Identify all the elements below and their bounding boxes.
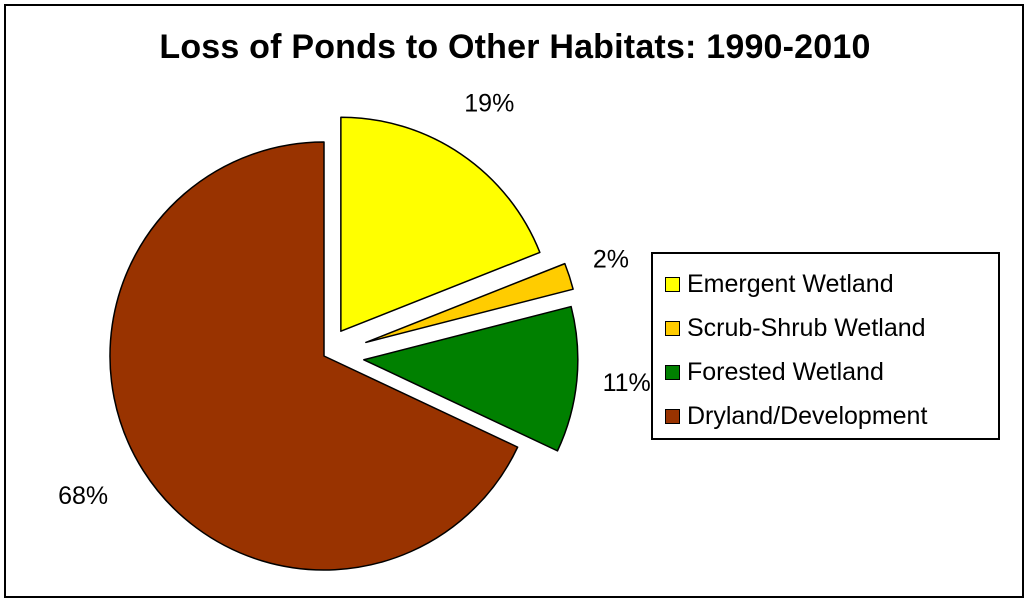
data-label-scrub-shrub-wetland: 2%	[593, 245, 629, 273]
data-label-dryland-development: 68%	[58, 482, 108, 510]
data-label-emergent-wetland: 19%	[464, 89, 514, 117]
legend-swatch-dryland-development	[665, 408, 680, 424]
pie-slice-dryland-development	[109, 141, 519, 571]
legend-item-dryland-development: Dryland/Development	[653, 394, 998, 438]
pie-slice-forested-wetland	[363, 305, 579, 452]
data-label-forested-wetland: 11%	[603, 369, 651, 397]
pie-slice-scrub-shrub-wetland	[365, 262, 574, 344]
legend-item-emergent-wetland: Emergent Wetland	[653, 262, 998, 306]
chart-title: Loss of Ponds to Other Habitats: 1990-20…	[159, 28, 871, 66]
legend-swatch-emergent-wetland	[665, 276, 680, 292]
legend-item-scrub-shrub-wetland: Scrub-Shrub Wetland	[653, 306, 998, 350]
legend-label-forested-wetland: Forested Wetland	[687, 357, 884, 386]
legend-label-scrub-shrub-wetland: Scrub-Shrub Wetland	[687, 313, 926, 342]
chart-legend: Emergent Wetland Scrub-Shrub Wetland For…	[651, 252, 1000, 440]
legend-label-dryland-development: Dryland/Development	[687, 401, 928, 430]
legend-swatch-forested-wetland	[665, 364, 680, 380]
pie-slice-emergent-wetland	[340, 116, 541, 332]
legend-swatch-scrub-shrub-wetland	[665, 320, 680, 336]
legend-label-emergent-wetland: Emergent Wetland	[687, 269, 894, 298]
legend-item-forested-wetland: Forested Wetland	[653, 350, 998, 394]
